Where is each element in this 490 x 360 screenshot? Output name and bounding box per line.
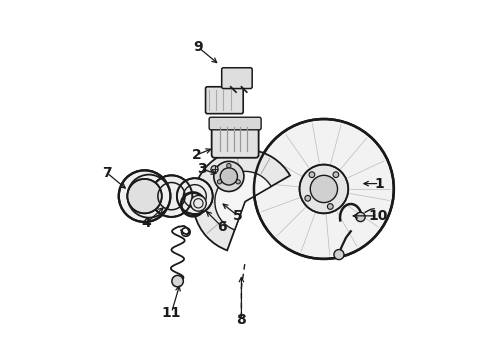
Circle shape (191, 195, 206, 211)
Text: 3: 3 (197, 162, 207, 176)
Wedge shape (215, 171, 271, 230)
Text: 9: 9 (194, 40, 203, 54)
FancyBboxPatch shape (212, 120, 259, 158)
Text: 6: 6 (217, 220, 226, 234)
Text: 1: 1 (374, 177, 384, 190)
Text: 4: 4 (142, 216, 151, 230)
Circle shape (172, 275, 183, 287)
Circle shape (333, 172, 339, 177)
Circle shape (334, 249, 344, 260)
Circle shape (177, 178, 213, 214)
Circle shape (211, 166, 218, 173)
Circle shape (327, 204, 333, 210)
Wedge shape (193, 149, 290, 250)
Text: 7: 7 (102, 166, 112, 180)
Circle shape (127, 179, 162, 213)
Circle shape (119, 170, 171, 222)
FancyBboxPatch shape (209, 117, 261, 130)
Circle shape (151, 175, 192, 217)
Text: 8: 8 (237, 313, 246, 327)
Circle shape (356, 212, 365, 222)
Circle shape (305, 195, 311, 201)
Circle shape (310, 175, 338, 203)
Text: 11: 11 (162, 306, 181, 320)
Text: 2: 2 (192, 148, 201, 162)
Circle shape (214, 161, 244, 192)
Circle shape (218, 180, 221, 184)
Circle shape (309, 172, 315, 177)
FancyBboxPatch shape (221, 68, 252, 89)
FancyBboxPatch shape (205, 87, 243, 114)
Circle shape (299, 165, 348, 213)
Circle shape (236, 180, 240, 184)
Circle shape (254, 119, 394, 259)
Circle shape (227, 163, 231, 168)
Circle shape (220, 168, 238, 185)
Text: 5: 5 (233, 209, 243, 223)
Text: 10: 10 (368, 209, 388, 223)
